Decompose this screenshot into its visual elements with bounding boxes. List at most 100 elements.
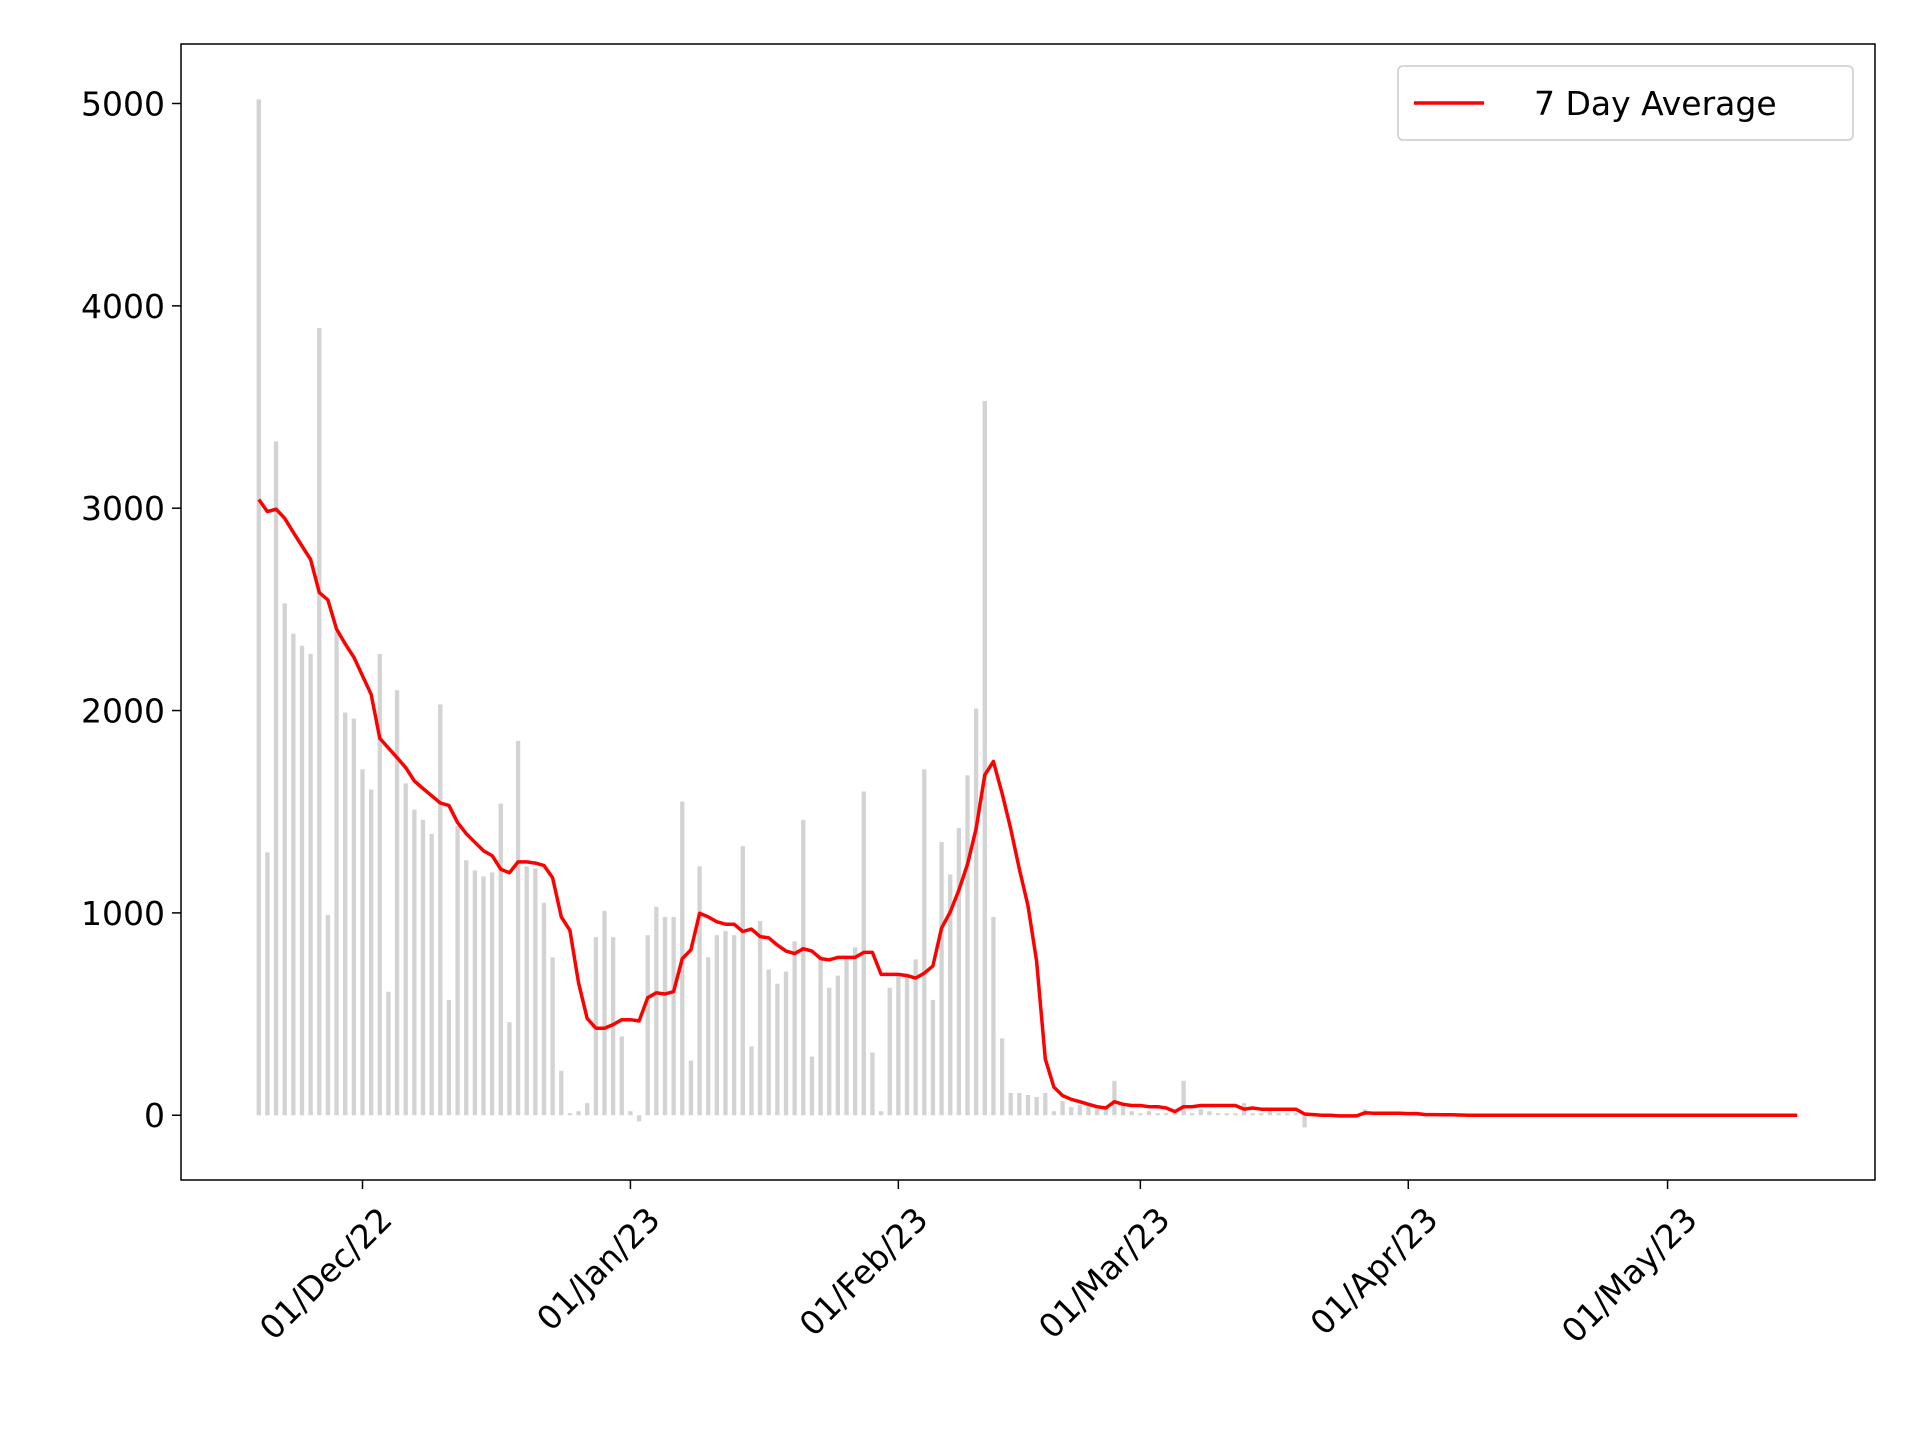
bar — [343, 712, 348, 1116]
bar — [489, 872, 495, 1116]
bar — [1120, 1105, 1126, 1116]
bar — [1233, 1113, 1238, 1116]
bar — [256, 99, 261, 1116]
bar — [265, 852, 270, 1116]
bar — [1043, 1092, 1048, 1116]
y-tick-label: 4000 — [81, 287, 165, 326]
bar — [801, 819, 806, 1116]
y-tick-label: 2000 — [81, 692, 165, 731]
bar — [922, 769, 927, 1116]
bar — [965, 775, 970, 1116]
bar — [1025, 1095, 1031, 1116]
bar — [939, 842, 944, 1116]
bar — [1259, 1113, 1264, 1116]
bar — [1198, 1109, 1204, 1116]
bar — [1181, 1080, 1186, 1116]
bar — [1051, 1111, 1057, 1116]
bar — [904, 973, 910, 1116]
bar — [524, 866, 529, 1116]
bar — [481, 876, 486, 1116]
bar — [636, 1115, 642, 1122]
bar — [291, 633, 296, 1116]
bar — [1293, 1113, 1299, 1116]
bar — [783, 971, 789, 1116]
bar — [688, 1060, 694, 1116]
bar — [1267, 1111, 1273, 1116]
bar — [334, 631, 339, 1116]
bar — [1094, 1107, 1100, 1116]
bar — [394, 690, 400, 1116]
bar — [541, 902, 547, 1116]
y-tick-label: 1000 — [81, 894, 165, 933]
bar — [878, 1111, 884, 1116]
bar — [775, 983, 780, 1116]
y-tick-label: 5000 — [81, 84, 165, 123]
bar — [498, 803, 503, 1116]
bar — [956, 827, 962, 1116]
bar — [1155, 1113, 1160, 1116]
bar — [1215, 1113, 1221, 1116]
x-tick-label: 01/Mar/23 — [1031, 1200, 1178, 1347]
bar — [809, 1056, 815, 1116]
line-series — [257, 498, 1798, 1118]
bar — [827, 987, 832, 1116]
bar — [438, 704, 443, 1116]
bar — [1138, 1113, 1143, 1116]
bar — [559, 1070, 564, 1116]
bar — [1008, 1092, 1013, 1116]
bar — [714, 935, 720, 1116]
bar — [930, 999, 936, 1116]
bar — [844, 957, 849, 1116]
bar — [1086, 1105, 1091, 1116]
bar — [282, 603, 287, 1116]
bar — [1276, 1113, 1281, 1116]
bar — [325, 914, 331, 1116]
bar — [1034, 1097, 1039, 1116]
bar — [671, 916, 676, 1116]
bar — [446, 999, 452, 1116]
bar — [731, 935, 737, 1116]
x-tick-label: 01/Dec/22 — [252, 1200, 400, 1348]
bar — [973, 708, 979, 1116]
bar — [567, 1113, 573, 1116]
bar — [515, 740, 521, 1116]
bar — [377, 653, 382, 1116]
bar — [913, 959, 918, 1116]
y-tick-label: 0 — [144, 1096, 165, 1135]
bar — [455, 825, 460, 1116]
x-tick-label: 01/May/23 — [1554, 1200, 1705, 1351]
bar — [991, 916, 996, 1116]
bar — [464, 860, 469, 1116]
legend-box — [1397, 65, 1854, 141]
bar — [317, 328, 322, 1116]
bar — [948, 874, 953, 1116]
bar — [1103, 1109, 1108, 1116]
bar — [870, 1052, 875, 1116]
bar — [299, 645, 305, 1116]
bar — [507, 1022, 512, 1116]
bar — [1250, 1113, 1255, 1116]
bar — [308, 653, 313, 1116]
x-tick-label: 01/Apr/23 — [1302, 1200, 1445, 1343]
bar — [887, 987, 892, 1116]
bar — [1285, 1113, 1290, 1116]
bar — [757, 920, 763, 1116]
bar — [662, 916, 668, 1116]
bar — [619, 1036, 624, 1116]
bar — [420, 819, 426, 1116]
bar — [792, 941, 797, 1116]
bar — [766, 969, 771, 1116]
bar — [1017, 1092, 1022, 1116]
bar — [429, 833, 434, 1116]
bar — [1077, 1105, 1083, 1116]
bar — [412, 809, 417, 1116]
legend-label: 7 Day Average — [1534, 84, 1777, 123]
bar — [1069, 1107, 1074, 1116]
bar — [723, 931, 728, 1116]
bar — [654, 906, 659, 1116]
bar — [1172, 1113, 1178, 1116]
bar — [351, 718, 357, 1116]
x-tick-label: 01/Feb/23 — [792, 1200, 936, 1344]
